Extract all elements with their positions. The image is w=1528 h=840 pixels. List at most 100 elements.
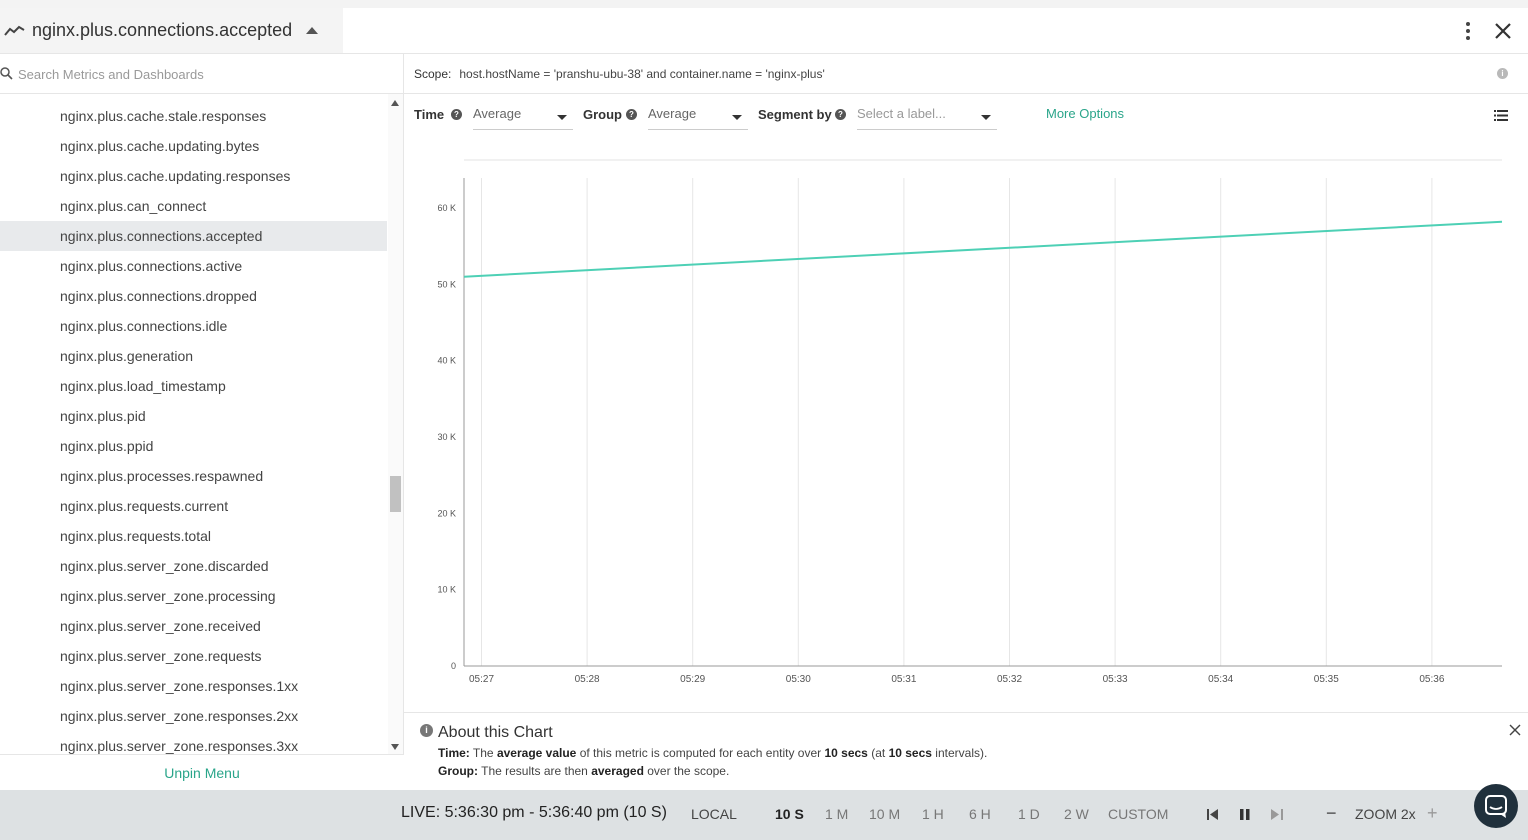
zoom-in-icon[interactable]: +	[1427, 803, 1438, 823]
about-time-line: Time: The average value of this metric i…	[438, 746, 987, 760]
sidebar-metric-item[interactable]: nginx.plus.connections.active	[60, 258, 243, 274]
about-time-label: Time:	[438, 746, 470, 760]
sidebar-metric-item[interactable]: nginx.plus.can_connect	[60, 198, 207, 214]
caret-up-icon[interactable]	[306, 27, 319, 34]
y-tick-label: 20 K	[437, 508, 456, 518]
sidebar-metric-item[interactable]: nginx.plus.server_zone.responses.3xx	[60, 738, 299, 754]
more-vert-icon[interactable]	[1458, 20, 1478, 42]
sidebar-metric-item[interactable]: nginx.plus.pid	[60, 408, 146, 424]
y-tick-label: 10 K	[437, 585, 456, 595]
range-1h[interactable]: 1 H	[922, 806, 944, 822]
help-icon[interactable]: ?	[451, 109, 462, 120]
scroll-down-icon[interactable]	[391, 744, 399, 750]
sidebar-metric-item[interactable]: nginx.plus.server_zone.responses.1xx	[60, 678, 299, 694]
y-tick-label: 0	[451, 661, 456, 671]
unpin-menu-button[interactable]: Unpin Menu	[0, 754, 404, 790]
y-tick-label: 30 K	[437, 432, 456, 442]
search-input[interactable]	[18, 64, 388, 84]
time-aggregation-dropdown[interactable]: Average	[473, 102, 573, 130]
sidebar-metric-item[interactable]: nginx.plus.connections.dropped	[60, 288, 257, 304]
sidebar-metric-item[interactable]: nginx.plus.server_zone.discarded	[60, 558, 269, 574]
sidebar-metric-item[interactable]: nginx.plus.requests.total	[60, 528, 211, 544]
range-2w[interactable]: 2 W	[1064, 806, 1089, 822]
sidebar-metric-item[interactable]: nginx.plus.cache.stale.responses	[60, 108, 267, 124]
sidebar-scrollbar[interactable]	[388, 94, 403, 754]
range-10s[interactable]: 10 S	[775, 806, 804, 822]
search-icon	[0, 67, 13, 80]
about-bold-text: 10 secs	[888, 746, 932, 760]
time-label: Time	[414, 107, 445, 122]
help-icon[interactable]: ?	[835, 109, 846, 120]
about-bold-text: average value	[496, 746, 577, 760]
scrollbar-thumb[interactable]	[390, 476, 401, 512]
about-group-line: Group: The results are then averaged ove…	[438, 764, 729, 778]
sidebar-metric-item[interactable]: nginx.plus.server_zone.responses.2xx	[60, 708, 299, 724]
about-text: The	[472, 746, 494, 760]
sidebar-metric-item[interactable]: nginx.plus.ppid	[60, 438, 154, 454]
metric-title: nginx.plus.connections.accepted	[32, 20, 293, 40]
x-tick-label: 05:33	[1103, 674, 1128, 685]
scroll-up-icon[interactable]	[391, 100, 399, 106]
more-options-link[interactable]: More Options	[1046, 106, 1125, 121]
about-bold-text: averaged	[591, 764, 644, 778]
sidebar-metric-item[interactable]: nginx.plus.cache.updating.bytes	[60, 138, 260, 154]
info-icon: i	[420, 724, 433, 737]
sidebar-metric-item[interactable]: nginx.plus.requests.current	[60, 498, 229, 514]
sidebar-metric-item[interactable]: nginx.plus.connections.idle	[60, 318, 228, 334]
segment-by-placeholder: Select a label...	[857, 106, 946, 121]
sidebar-metric-item[interactable]: nginx.plus.load_timestamp	[60, 378, 226, 394]
pause-icon[interactable]	[1240, 809, 1250, 820]
info-icon[interactable]: i	[1497, 68, 1508, 79]
group-aggregation-dropdown[interactable]: Average	[648, 102, 748, 130]
range-1d[interactable]: 1 D	[1018, 806, 1040, 822]
sidebar-metric-item[interactable]: nginx.plus.connections.accepted	[0, 221, 387, 251]
range-1m[interactable]: 1 M	[825, 806, 849, 822]
close-icon[interactable]	[1509, 724, 1521, 736]
metrics-sidebar: nginx.plus.cache.stale.responses nginx.pl…	[0, 54, 404, 790]
x-tick-label: 05:30	[786, 674, 811, 685]
live-time-range: LIVE: 5:36:30 pm - 5:36:40 pm (10 S)	[401, 804, 667, 821]
header: nginx.plus.connections.accepted	[0, 0, 1528, 54]
chevron-down-icon	[557, 115, 567, 120]
chevron-down-icon	[981, 115, 991, 120]
list-icon[interactable]	[1494, 110, 1508, 121]
chart-area: 05:27 05:28 05:29 05:30 05:31 05:32 05:33 05:34…	[404, 138, 1528, 710]
about-text: (at	[871, 746, 886, 760]
close-icon[interactable]	[1492, 20, 1514, 42]
sidebar-metric-item[interactable]: nginx.plus.server_zone.processing	[60, 588, 276, 604]
y-tick-label: 60 K	[437, 203, 456, 213]
about-text: The results are then	[481, 764, 588, 778]
about-text: of this metric is computed for each enti…	[579, 746, 822, 760]
sidebar-metric-item[interactable]: nginx.plus.server_zone.requests	[60, 648, 262, 664]
line-chart[interactable]: 05:27 05:28 05:29 05:30 05:31 05:32 05:33 05:34…	[404, 138, 1528, 710]
range-6h[interactable]: 6 H	[969, 806, 991, 822]
about-title: About this Chart	[438, 724, 553, 741]
x-tick-label: 05:28	[575, 674, 600, 685]
about-bold-text: 10 secs	[824, 746, 868, 760]
sidebar-metric-item[interactable]: nginx.plus.generation	[60, 348, 194, 364]
timezone-toggle[interactable]: LOCAL	[691, 806, 737, 822]
x-tick-label: 05:27	[469, 674, 494, 685]
range-10m[interactable]: 10 M	[869, 806, 901, 822]
scope-value[interactable]: host.hostName = 'pranshu-ubu-38' and con…	[459, 66, 825, 81]
about-text: intervals).	[935, 746, 988, 760]
sidebar-metric-item[interactable]: nginx.plus.cache.updating.responses	[60, 168, 291, 184]
help-icon[interactable]: ?	[626, 109, 637, 120]
sidebar-metric-item[interactable]: nginx.plus.processes.respawned	[60, 468, 264, 484]
series-line	[463, 220, 1503, 278]
zoom-out-icon[interactable]: −	[1326, 803, 1337, 823]
x-tick-label: 05:29	[680, 674, 705, 685]
skip-next-icon[interactable]	[1271, 809, 1283, 820]
y-tick-label: 40 K	[437, 356, 456, 366]
metric-title-selector[interactable]: nginx.plus.connections.accepted	[0, 8, 343, 53]
scope-label: Scope:	[414, 66, 452, 81]
skip-previous-icon[interactable]	[1207, 809, 1219, 820]
x-tick-label: 05:34	[1208, 674, 1233, 685]
range-custom[interactable]: CUSTOM	[1108, 806, 1169, 822]
trend-line-icon	[4, 25, 25, 36]
x-tick-label: 05:31	[891, 674, 916, 685]
segment-by-dropdown[interactable]: Select a label...	[857, 102, 997, 130]
chat-button[interactable]	[1474, 784, 1518, 828]
sidebar-metric-item[interactable]: nginx.plus.server_zone.received	[60, 618, 261, 634]
